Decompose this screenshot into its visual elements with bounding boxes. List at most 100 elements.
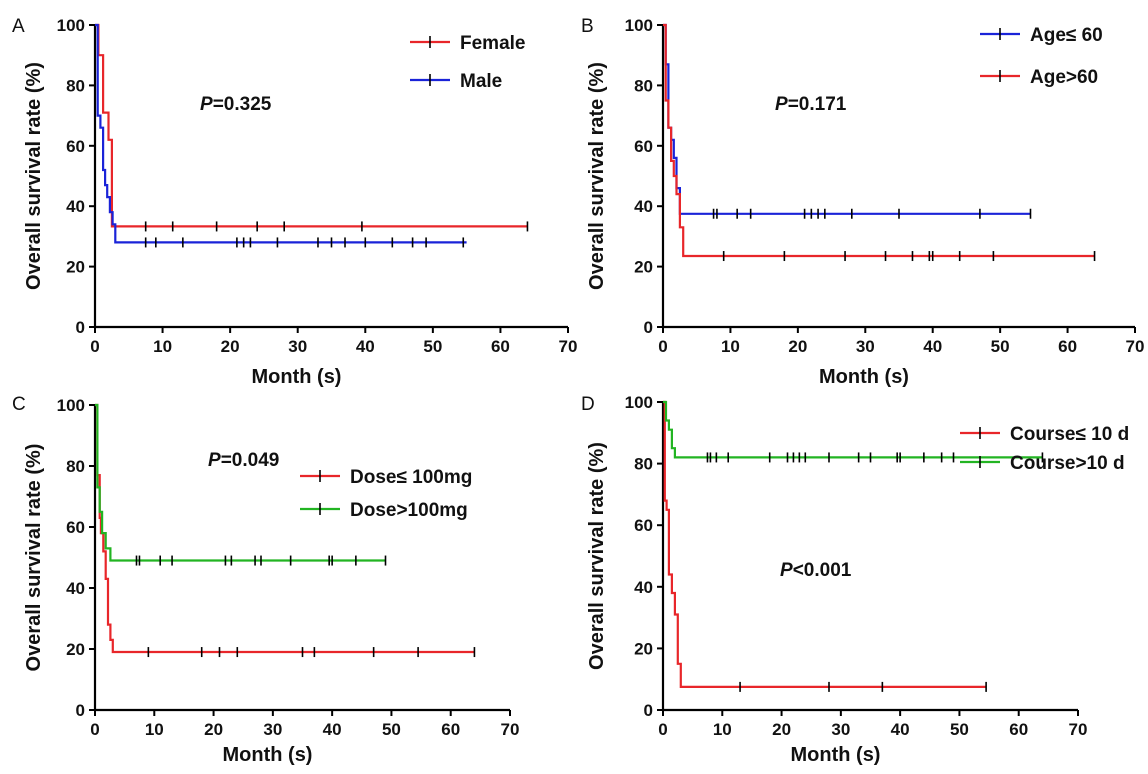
y-axis-title: Overall survival rate (%) <box>586 442 608 670</box>
y-tick-label: 80 <box>66 457 85 476</box>
y-axis-title: Overall survival rate (%) <box>23 444 45 672</box>
legend-label-1: Male <box>460 71 502 92</box>
x-tick-label: 60 <box>491 337 510 356</box>
y-tick-label: 0 <box>76 318 85 337</box>
x-tick-label: 20 <box>204 720 223 739</box>
y-tick-label: 60 <box>634 516 653 535</box>
y-tick-label: 60 <box>66 137 85 156</box>
x-tick-label: 50 <box>950 720 969 739</box>
y-tick-label: 40 <box>634 197 653 216</box>
y-axis-title: Overall survival rate (%) <box>586 62 608 290</box>
series-line-0 <box>95 23 528 228</box>
y-tick-label: 100 <box>57 16 85 35</box>
x-tick-label: 70 <box>559 337 578 356</box>
legend-label-0: Dose≤ 100mg <box>350 467 472 488</box>
x-axis-title: Month (s) <box>791 744 881 766</box>
x-tick-label: 70 <box>1069 720 1088 739</box>
x-tick-label: 30 <box>263 720 282 739</box>
x-tick-label: 0 <box>90 720 99 739</box>
x-tick-label: 50 <box>991 337 1010 356</box>
legend-label-1: Age>60 <box>1030 67 1098 88</box>
x-axis-title: Month (s) <box>819 366 909 388</box>
x-tick-label: 0 <box>658 720 667 739</box>
series-line-0 <box>95 403 475 654</box>
y-tick-label: 60 <box>634 137 653 156</box>
p-value-label: P=0.325 <box>200 94 272 115</box>
x-tick-label: 20 <box>772 720 791 739</box>
y-tick-label: 40 <box>634 578 653 597</box>
x-tick-label: 50 <box>423 337 442 356</box>
x-tick-label: 30 <box>288 337 307 356</box>
x-tick-label: 10 <box>145 720 164 739</box>
x-tick-label: 30 <box>831 720 850 739</box>
x-tick-label: 60 <box>1058 337 1077 356</box>
p-symbol: P <box>200 94 213 115</box>
x-tick-label: 40 <box>356 337 375 356</box>
x-tick-label: 70 <box>501 720 520 739</box>
x-axis-title: Month (s) <box>252 366 342 388</box>
x-tick-label: 10 <box>713 720 732 739</box>
y-tick-label: 20 <box>634 258 653 277</box>
panel-b: B 0 20 40 60 80 100 0 10 20 30 40 50 60 70 Month (s) Ove… <box>581 16 1144 388</box>
y-tick-label: 20 <box>66 640 85 659</box>
y-tick-label: 0 <box>644 701 653 720</box>
y-tick-label: 80 <box>66 76 85 95</box>
p-value: <0.001 <box>793 560 852 581</box>
y-tick-label: 40 <box>66 197 85 216</box>
legend-label-0: Female <box>460 33 525 54</box>
x-tick-label: 40 <box>891 720 910 739</box>
x-axis-title: Month (s) <box>223 744 313 766</box>
legend-label-0: Course≤ 10 d <box>1010 424 1129 445</box>
x-tick-label: 30 <box>856 337 875 356</box>
x-tick-label: 10 <box>721 337 740 356</box>
x-tick-label: 40 <box>323 720 342 739</box>
x-tick-label: 60 <box>1009 720 1028 739</box>
panel-letter: B <box>581 16 594 37</box>
x-tick-label: 20 <box>221 337 240 356</box>
legend-label-1: Dose>100mg <box>350 500 468 521</box>
p-value: =0.171 <box>788 94 847 115</box>
p-value-label: P<0.001 <box>780 560 852 581</box>
y-tick-label: 100 <box>57 396 85 415</box>
p-value-label: P=0.171 <box>775 94 847 115</box>
y-tick-label: 20 <box>66 258 85 277</box>
p-symbol: P <box>780 560 793 581</box>
p-value: =0.049 <box>221 450 280 471</box>
series-line-0 <box>663 400 987 689</box>
legend-label-0: Age≤ 60 <box>1030 25 1103 46</box>
x-tick-label: 50 <box>382 720 401 739</box>
y-tick-label: 0 <box>644 318 653 337</box>
x-tick-label: 70 <box>1126 337 1145 356</box>
p-value-label: P=0.049 <box>208 450 279 471</box>
series-line-1 <box>663 400 1043 459</box>
series-line-0 <box>663 23 1031 215</box>
panel-letter: D <box>581 394 595 415</box>
panel-a: A 0 20 40 60 80 100 0 10 20 30 40 50 60 70 Month (s) Ove… <box>12 16 577 388</box>
p-symbol: P <box>208 450 221 471</box>
panel-c: C 0 20 40 60 80 100 0 10 20 30 40 50 60 70 Month (s) Ove… <box>12 394 519 766</box>
panel-letter: A <box>12 16 25 37</box>
y-tick-label: 20 <box>634 639 653 658</box>
x-tick-label: 0 <box>658 337 667 356</box>
y-tick-label: 80 <box>634 76 653 95</box>
y-tick-label: 40 <box>66 579 85 598</box>
y-tick-label: 100 <box>625 393 653 412</box>
y-tick-label: 60 <box>66 518 85 537</box>
x-tick-label: 20 <box>788 337 807 356</box>
y-tick-label: 100 <box>625 16 653 35</box>
p-value: =0.325 <box>213 94 272 115</box>
p-symbol: P <box>775 94 788 115</box>
x-tick-label: 60 <box>441 720 460 739</box>
x-tick-label: 0 <box>90 337 99 356</box>
y-axis-title: Overall survival rate (%) <box>23 62 45 290</box>
x-tick-label: 10 <box>153 337 172 356</box>
legend-label-1: Course>10 d <box>1010 453 1125 474</box>
series-line-1 <box>95 403 386 562</box>
series-line-1 <box>663 23 1095 258</box>
panel-letter: C <box>12 394 26 415</box>
y-tick-label: 80 <box>634 455 653 474</box>
x-tick-label: 40 <box>923 337 942 356</box>
y-tick-label: 0 <box>76 701 85 720</box>
panel-d: D 0 20 40 60 80 100 0 10 20 30 40 50 60 70 Month (s) Ove… <box>581 393 1129 766</box>
